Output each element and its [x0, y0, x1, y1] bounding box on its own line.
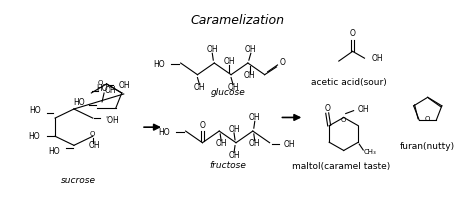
Text: OH: OH	[227, 83, 239, 92]
Text: O: O	[280, 58, 285, 67]
Text: O: O	[200, 121, 205, 130]
Text: OH: OH	[245, 45, 256, 54]
Text: OH: OH	[357, 105, 369, 114]
Text: HO: HO	[28, 132, 40, 141]
Text: OH: OH	[207, 45, 218, 54]
Text: glucose: glucose	[211, 88, 246, 97]
Text: OH: OH	[249, 113, 261, 122]
Text: O: O	[90, 131, 95, 137]
Text: OH: OH	[283, 140, 295, 149]
Text: O: O	[425, 116, 430, 122]
Text: O: O	[341, 117, 346, 123]
Text: OH: OH	[372, 54, 383, 63]
Text: OH: OH	[228, 125, 240, 134]
Text: HO: HO	[158, 128, 170, 138]
Text: OH: OH	[104, 85, 116, 95]
Text: OH: OH	[228, 151, 240, 160]
Text: OH: OH	[223, 57, 235, 66]
Text: OH: OH	[244, 71, 255, 80]
Text: HO: HO	[73, 98, 85, 107]
Text: OH: OH	[249, 139, 261, 148]
Text: OH: OH	[118, 81, 130, 90]
Text: acetic acid(sour): acetic acid(sour)	[311, 78, 387, 87]
Text: HO: HO	[48, 147, 60, 156]
Text: O: O	[350, 29, 356, 38]
Text: O: O	[98, 80, 103, 86]
Text: Caramelization: Caramelization	[190, 14, 284, 27]
Text: fructose: fructose	[210, 161, 246, 170]
Text: furan(nutty): furan(nutty)	[400, 142, 456, 151]
Text: sucrose: sucrose	[61, 176, 96, 185]
Text: O: O	[324, 104, 330, 113]
Text: CH₃: CH₃	[363, 149, 376, 155]
Text: OH: OH	[89, 141, 100, 151]
Text: OH: OH	[194, 83, 205, 92]
Text: OH: OH	[215, 139, 227, 148]
Text: HO: HO	[96, 84, 108, 93]
Text: HO: HO	[30, 106, 41, 115]
Text: HO: HO	[153, 60, 165, 70]
Text: 'OH: 'OH	[106, 115, 119, 125]
Text: maltol(caramel taste): maltol(caramel taste)	[292, 162, 390, 171]
